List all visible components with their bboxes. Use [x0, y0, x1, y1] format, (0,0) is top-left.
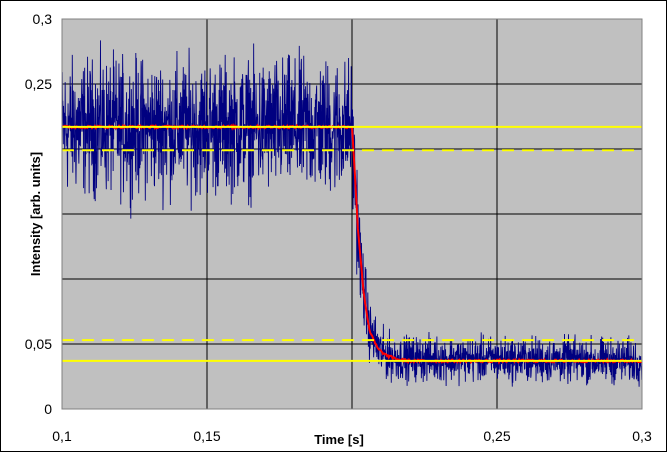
- x-tick-label: 0,1: [52, 428, 72, 444]
- y-tick-label: 0,3: [33, 11, 53, 27]
- x-tick-label: 0,3: [632, 428, 652, 444]
- plot-border: [61, 18, 643, 410]
- y-tick-label: 0: [44, 401, 52, 417]
- x-tick-label: 0,25: [483, 428, 510, 444]
- tick-labels: 0 0,05 0,25 0,3 0,1 0,15 0,25 0,3: [25, 11, 652, 444]
- reference-lines: [62, 125, 642, 362]
- x-tick-label: 0,15: [193, 428, 220, 444]
- y-tick-label: 0,25: [25, 76, 52, 92]
- y-axis-title: Intensity [arb. units]: [28, 152, 43, 276]
- y-tick-label: 0,05: [25, 336, 52, 352]
- x-axis-title: Time [s]: [314, 432, 364, 447]
